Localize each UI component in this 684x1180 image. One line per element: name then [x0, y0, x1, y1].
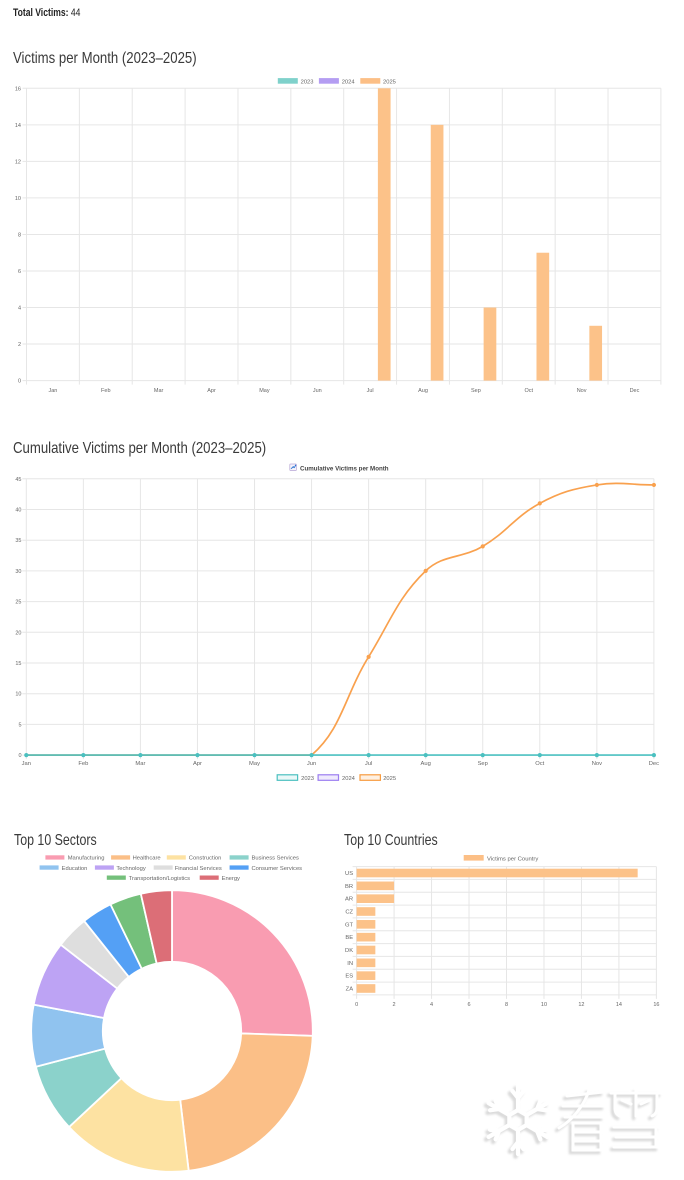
svg-text:40: 40 — [15, 508, 21, 514]
svg-text:6: 6 — [467, 1002, 470, 1008]
svg-text:Nov: Nov — [577, 388, 587, 394]
svg-text:0: 0 — [355, 1002, 358, 1008]
svg-text:Manufacturing: Manufacturing — [68, 856, 105, 862]
svg-text:Construction: Construction — [189, 856, 222, 862]
svg-text:14: 14 — [15, 123, 21, 129]
svg-text:16: 16 — [15, 86, 21, 92]
svg-text:4: 4 — [430, 1002, 433, 1008]
svg-text:10: 10 — [15, 196, 21, 202]
svg-text:0: 0 — [18, 379, 21, 385]
svg-text:12: 12 — [15, 159, 21, 165]
svg-text:2025: 2025 — [383, 776, 396, 782]
svg-text:Education: Education — [62, 866, 88, 872]
svg-text:8: 8 — [18, 232, 21, 238]
svg-text:Nov: Nov — [592, 761, 602, 767]
svg-text:Transportation/Logistics: Transportation/Logistics — [129, 876, 190, 882]
svg-text:2: 2 — [18, 342, 21, 348]
svg-text:14: 14 — [616, 1002, 622, 1008]
svg-text:25: 25 — [15, 600, 21, 606]
svg-text:ES: ES — [345, 974, 353, 980]
svg-text:45: 45 — [15, 477, 21, 483]
svg-text:Apr: Apr — [193, 761, 202, 767]
svg-text:2024: 2024 — [342, 776, 356, 782]
svg-text:May: May — [249, 761, 260, 767]
svg-text:ZA: ZA — [346, 986, 354, 992]
svg-text:Healthcare: Healthcare — [133, 856, 161, 862]
svg-text:Victims per Country: Victims per Country — [487, 856, 538, 862]
svg-text:30: 30 — [15, 569, 21, 575]
svg-text:12: 12 — [578, 1002, 584, 1008]
svg-text:Mar: Mar — [135, 761, 145, 767]
svg-text:CZ: CZ — [345, 910, 353, 916]
svg-text:Jan: Jan — [48, 388, 57, 394]
svg-text:Mar: Mar — [154, 388, 164, 394]
svg-text:16: 16 — [653, 1002, 659, 1008]
svg-text:AR: AR — [345, 897, 353, 903]
svg-text:Cumulative Victims per Month: Cumulative Victims per Month — [300, 465, 389, 472]
svg-text:Sep: Sep — [478, 761, 488, 767]
svg-text:Technology: Technology — [116, 866, 145, 872]
svg-text:0: 0 — [18, 753, 21, 759]
svg-text:Oct: Oct — [524, 388, 533, 394]
svg-text:DK: DK — [345, 948, 353, 954]
svg-text:Business Services: Business Services — [252, 856, 299, 862]
svg-text:Jul: Jul — [367, 388, 374, 394]
svg-text:10: 10 — [541, 1002, 547, 1008]
svg-text:Apr: Apr — [207, 388, 216, 394]
svg-text:Jan: Jan — [22, 761, 31, 767]
svg-text:2023: 2023 — [301, 79, 314, 85]
svg-text:Jul: Jul — [365, 761, 372, 767]
svg-text:35: 35 — [15, 538, 21, 544]
svg-text:4: 4 — [18, 306, 21, 312]
svg-text:5: 5 — [18, 722, 21, 728]
svg-text:Oct: Oct — [535, 761, 544, 767]
svg-text:Aug: Aug — [418, 388, 428, 394]
svg-text:10: 10 — [15, 692, 21, 698]
svg-text:Feb: Feb — [78, 761, 88, 767]
svg-text:May: May — [259, 388, 270, 394]
svg-text:Sep: Sep — [471, 388, 481, 394]
svg-text:20: 20 — [15, 630, 21, 636]
svg-text:GT: GT — [345, 922, 354, 928]
svg-text:8: 8 — [505, 1002, 508, 1008]
svg-text:Jun: Jun — [307, 761, 316, 767]
svg-text:Consumer Services: Consumer Services — [252, 866, 303, 872]
svg-text:Dec: Dec — [649, 761, 659, 767]
svg-text:2025: 2025 — [383, 79, 396, 85]
svg-text:15: 15 — [15, 661, 21, 667]
svg-text:Dec: Dec — [630, 388, 640, 394]
svg-text:Energy: Energy — [222, 876, 240, 882]
svg-text:Aug: Aug — [421, 761, 431, 767]
svg-text:Feb: Feb — [101, 388, 110, 394]
svg-text:BR: BR — [345, 884, 353, 890]
svg-text:2: 2 — [393, 1002, 396, 1008]
svg-text:Financial Services: Financial Services — [175, 866, 222, 872]
svg-text:2023: 2023 — [301, 776, 314, 782]
svg-text:6: 6 — [18, 269, 21, 275]
svg-text:IN: IN — [347, 961, 353, 967]
svg-text:BE: BE — [345, 935, 353, 941]
svg-text:2024: 2024 — [342, 79, 356, 85]
svg-text:Jun: Jun — [313, 388, 322, 394]
svg-text:US: US — [345, 871, 353, 877]
